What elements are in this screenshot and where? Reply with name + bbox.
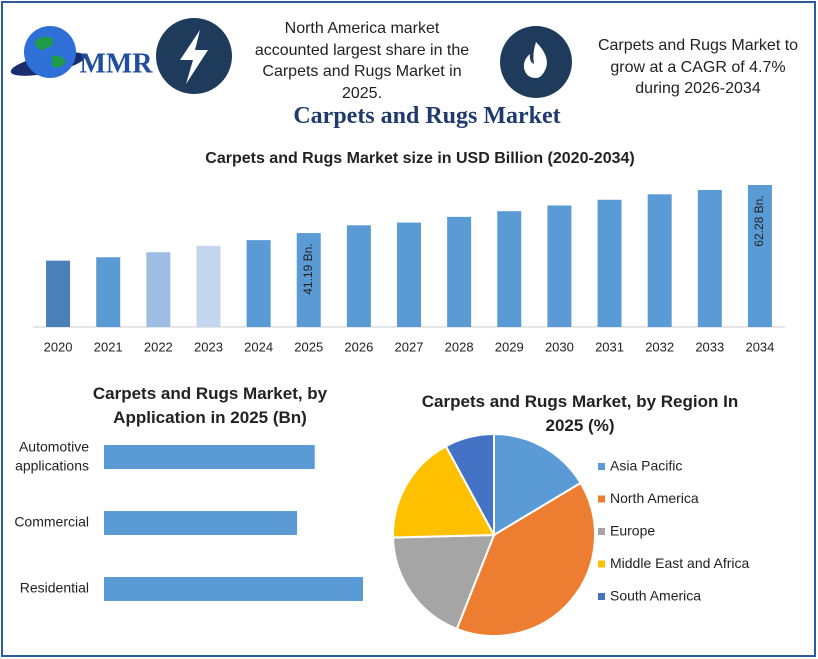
bar [196,245,221,327]
x-tick-label: 2028 [445,339,474,354]
pie-slice [392,444,496,539]
pie-slice [455,481,596,637]
legend-swatch [598,495,605,503]
bar [104,511,298,535]
note-right: Carpets and Rugs Market to grow at a CAG… [597,37,799,97]
bar [597,199,622,327]
bar [346,225,371,327]
bar [647,194,672,327]
legend-swatch [598,528,605,535]
pie-slice [493,432,582,537]
bar-title: Carpets and Rugs Market size in USD Bill… [205,150,635,167]
x-tick-label: 2027 [395,339,424,354]
x-tick-label: 2021 [94,339,123,354]
bar [96,257,121,327]
legend-label: Asia Pacific [610,458,682,474]
x-tick-label: 2020 [44,339,73,354]
x-tick-label: 2034 [745,339,774,354]
x-tick-label: 2033 [695,339,724,354]
x-tick-label: 2032 [645,339,674,354]
x-tick-label: 2031 [595,339,624,354]
bar [296,233,321,327]
pie-slice [444,432,495,536]
x-tick-label: 2022 [144,339,173,354]
logo-globe [10,26,86,78]
x-tick-label: 2026 [344,339,373,354]
x-tick-label: 2024 [244,339,273,354]
legend-swatch [598,463,605,470]
legend-label: North America [610,490,699,506]
bar [497,211,522,327]
bar [104,577,363,601]
bar [397,222,421,327]
flame [523,42,547,78]
bolt [180,30,208,84]
legend-label: South America [610,588,701,604]
category-label: Residential [20,580,89,596]
main-title: Carpets and Rugs Market [293,103,561,129]
legend-label: Europe [610,523,655,539]
bar [697,189,722,327]
bar [146,252,171,327]
bar [104,445,315,469]
legend-swatch [598,560,605,568]
category-label: Commercial [14,514,89,530]
note-left: North America market accounted largest s… [254,20,470,102]
logo-text: MMR [79,48,153,79]
bar [747,185,772,327]
hbar-title: Carpets and Rugs Market, by Application … [92,384,328,427]
x-tick-label: 2025 [294,339,323,354]
category-label: Automotive applications [15,438,89,473]
legend-swatch [598,593,605,600]
x-tick-label: 2030 [545,339,574,354]
x-tick-label: 2029 [495,339,524,354]
pie-title: Carpets and Rugs Market, by Region In 20… [421,392,739,435]
bar [447,216,472,327]
bar [547,205,572,327]
value-label: 62.28 Bn. [752,195,766,246]
x-tick-label: 2023 [194,339,223,354]
bar [46,260,71,327]
pie-slice [392,533,496,631]
value-label: 41.19 Bn. [301,243,315,294]
legend-label: Middle East and Africa [610,555,750,571]
bar [246,240,271,327]
